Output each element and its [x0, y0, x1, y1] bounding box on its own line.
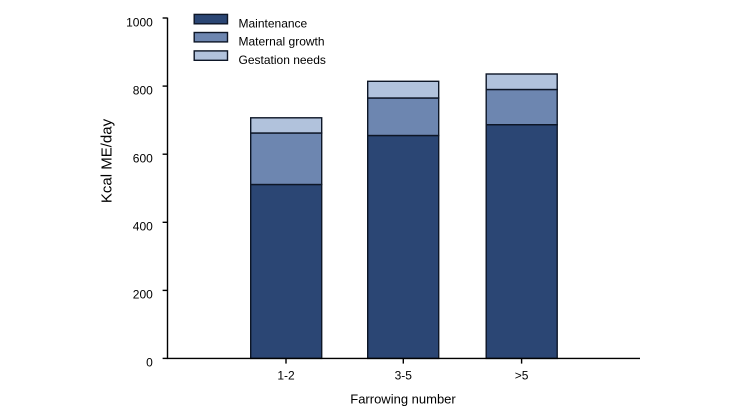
svg-text:1-2: 1-2: [277, 368, 295, 382]
svg-text:400: 400: [133, 220, 153, 234]
svg-text:Maternal growth: Maternal growth: [239, 35, 325, 49]
svg-text:0: 0: [146, 356, 153, 370]
svg-text:Gestation needs: Gestation needs: [239, 53, 326, 67]
svg-text:Maintenance: Maintenance: [239, 16, 308, 30]
svg-text:600: 600: [133, 152, 153, 166]
svg-text:200: 200: [133, 288, 153, 302]
svg-text:>5: >5: [515, 368, 529, 382]
svg-text:Farrowing number: Farrowing number: [350, 391, 456, 406]
svg-text:800: 800: [133, 83, 153, 97]
svg-text:Kcal ME/day: Kcal ME/day: [99, 118, 116, 203]
svg-text:3-5: 3-5: [395, 368, 413, 382]
svg-text:1000: 1000: [126, 15, 153, 29]
